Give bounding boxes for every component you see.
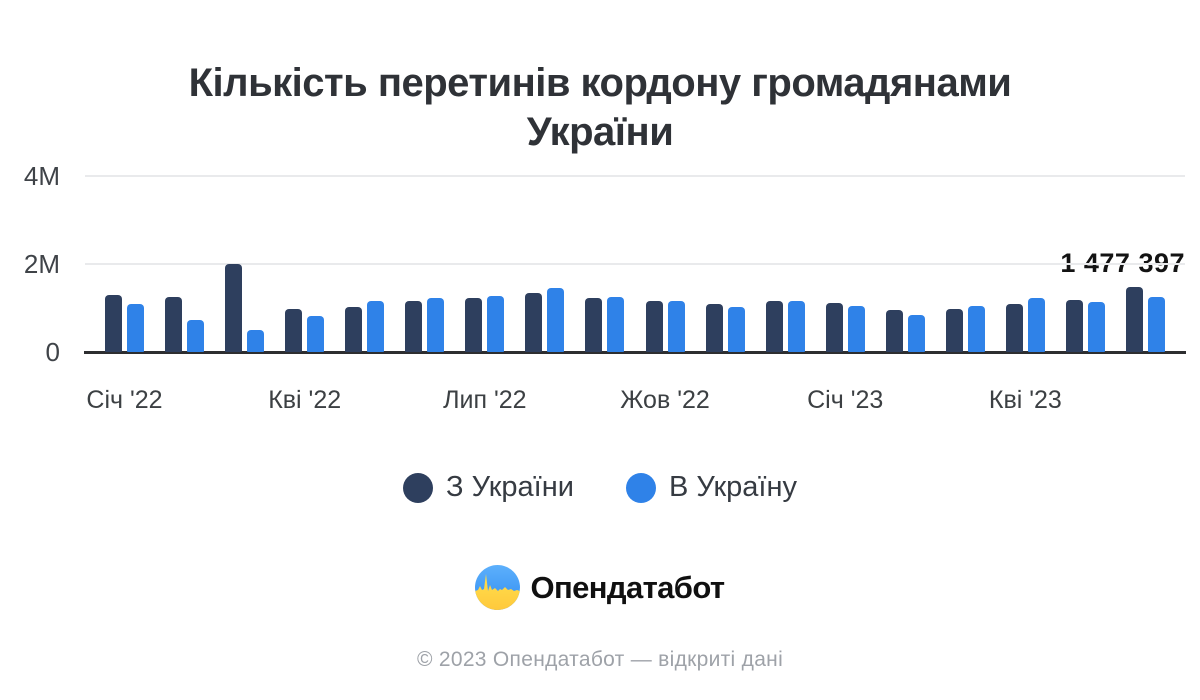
y-axis-tick-label: 2M [23, 249, 60, 279]
opendatabot-logo[interactable]: Опендатабот [0, 565, 1200, 610]
x-axis-tick-label: Січ '22 [86, 386, 163, 414]
bar-from-ukraine[interactable] [585, 298, 603, 352]
bar-from-ukraine[interactable] [405, 301, 423, 352]
bar-from-ukraine[interactable] [885, 310, 903, 352]
bar-to-ukraine[interactable] [727, 307, 745, 352]
bar-to-ukraine[interactable] [1148, 297, 1165, 352]
gridline-4m [85, 175, 1185, 177]
x-axis-tick-label: Кві '22 [268, 386, 342, 414]
bar-to-ukraine[interactable] [907, 315, 925, 352]
x-axis-tick-label: Кві '23 [988, 386, 1062, 414]
bar-from-ukraine[interactable] [945, 309, 963, 352]
bar-to-ukraine[interactable] [307, 316, 325, 352]
bar-to-ukraine[interactable] [667, 301, 685, 352]
y-axis-tick-label: 4M [23, 161, 60, 191]
bar-from-ukraine[interactable] [525, 293, 543, 352]
chart-title: Кількість перетинів кордону громадянами … [0, 59, 1200, 157]
bar-to-ukraine[interactable] [427, 298, 445, 352]
x-axis-tick-label: Січ '23 [807, 386, 884, 414]
bar-from-ukraine[interactable] [1126, 287, 1143, 352]
bar-from-ukraine[interactable] [225, 264, 243, 352]
bar-from-ukraine[interactable] [105, 295, 122, 352]
legend-item-from-ukraine[interactable]: З України [403, 471, 574, 504]
y-axis-tick-label: 0 [45, 337, 60, 367]
bar-to-ukraine[interactable] [187, 320, 205, 352]
bar-from-ukraine[interactable] [285, 309, 303, 352]
bar-to-ukraine[interactable] [487, 296, 505, 352]
chart-title-line2: України [526, 109, 674, 154]
legend-swatch-to-ukraine-icon [625, 472, 656, 503]
legend-label-to-ukraine: В Україну [668, 471, 797, 503]
bar-to-ukraine[interactable] [367, 301, 385, 352]
chart-legend: З України В Україну [0, 471, 1200, 504]
legend-swatch-from-ukraine-icon [403, 472, 434, 503]
copyright-footer: © 2023 Опендатабот — відкриті дані [416, 648, 784, 671]
bar-to-ukraine[interactable] [247, 330, 265, 352]
bar-from-ukraine[interactable] [1005, 304, 1023, 352]
bar-to-ukraine[interactable] [1027, 298, 1045, 352]
bar-to-ukraine[interactable] [1087, 302, 1105, 352]
bar-chart: 1 477 397 0 2M 4M Січ '22 Кві '22 Лип '22 Жов … [23, 161, 1186, 414]
x-axis-tick-label: Жов '22 [620, 386, 710, 414]
bar-to-ukraine[interactable] [787, 301, 805, 352]
legend-label-from-ukraine: З України [446, 471, 574, 503]
gridline-2m [85, 263, 1185, 265]
opendatabot-pulse-icon [475, 565, 521, 610]
bar-from-ukraine[interactable] [165, 297, 183, 352]
bar-to-ukraine[interactable] [967, 306, 985, 352]
x-axis-line [84, 351, 1186, 354]
bar-to-ukraine[interactable] [127, 304, 144, 352]
opendatabot-logo-text: Опендатабот [530, 569, 725, 605]
bar-to-ukraine[interactable] [607, 297, 625, 352]
bar-from-ukraine[interactable] [705, 304, 723, 352]
bar-from-ukraine[interactable] [1065, 300, 1083, 352]
bar-from-ukraine[interactable] [825, 303, 843, 352]
bar-from-ukraine[interactable] [765, 301, 783, 352]
bar-from-ukraine[interactable] [465, 298, 483, 352]
chart-title-line1: Кількість перетинів кордону громадянами [188, 60, 1012, 105]
legend-item-to-ukraine[interactable]: В Україну [625, 471, 797, 504]
bar-from-ukraine[interactable] [345, 307, 363, 352]
bar-from-ukraine[interactable] [645, 301, 663, 352]
x-axis-tick-label: Лип '22 [443, 386, 527, 414]
bar-to-ukraine[interactable] [547, 288, 565, 352]
bar-to-ukraine[interactable] [847, 306, 865, 352]
